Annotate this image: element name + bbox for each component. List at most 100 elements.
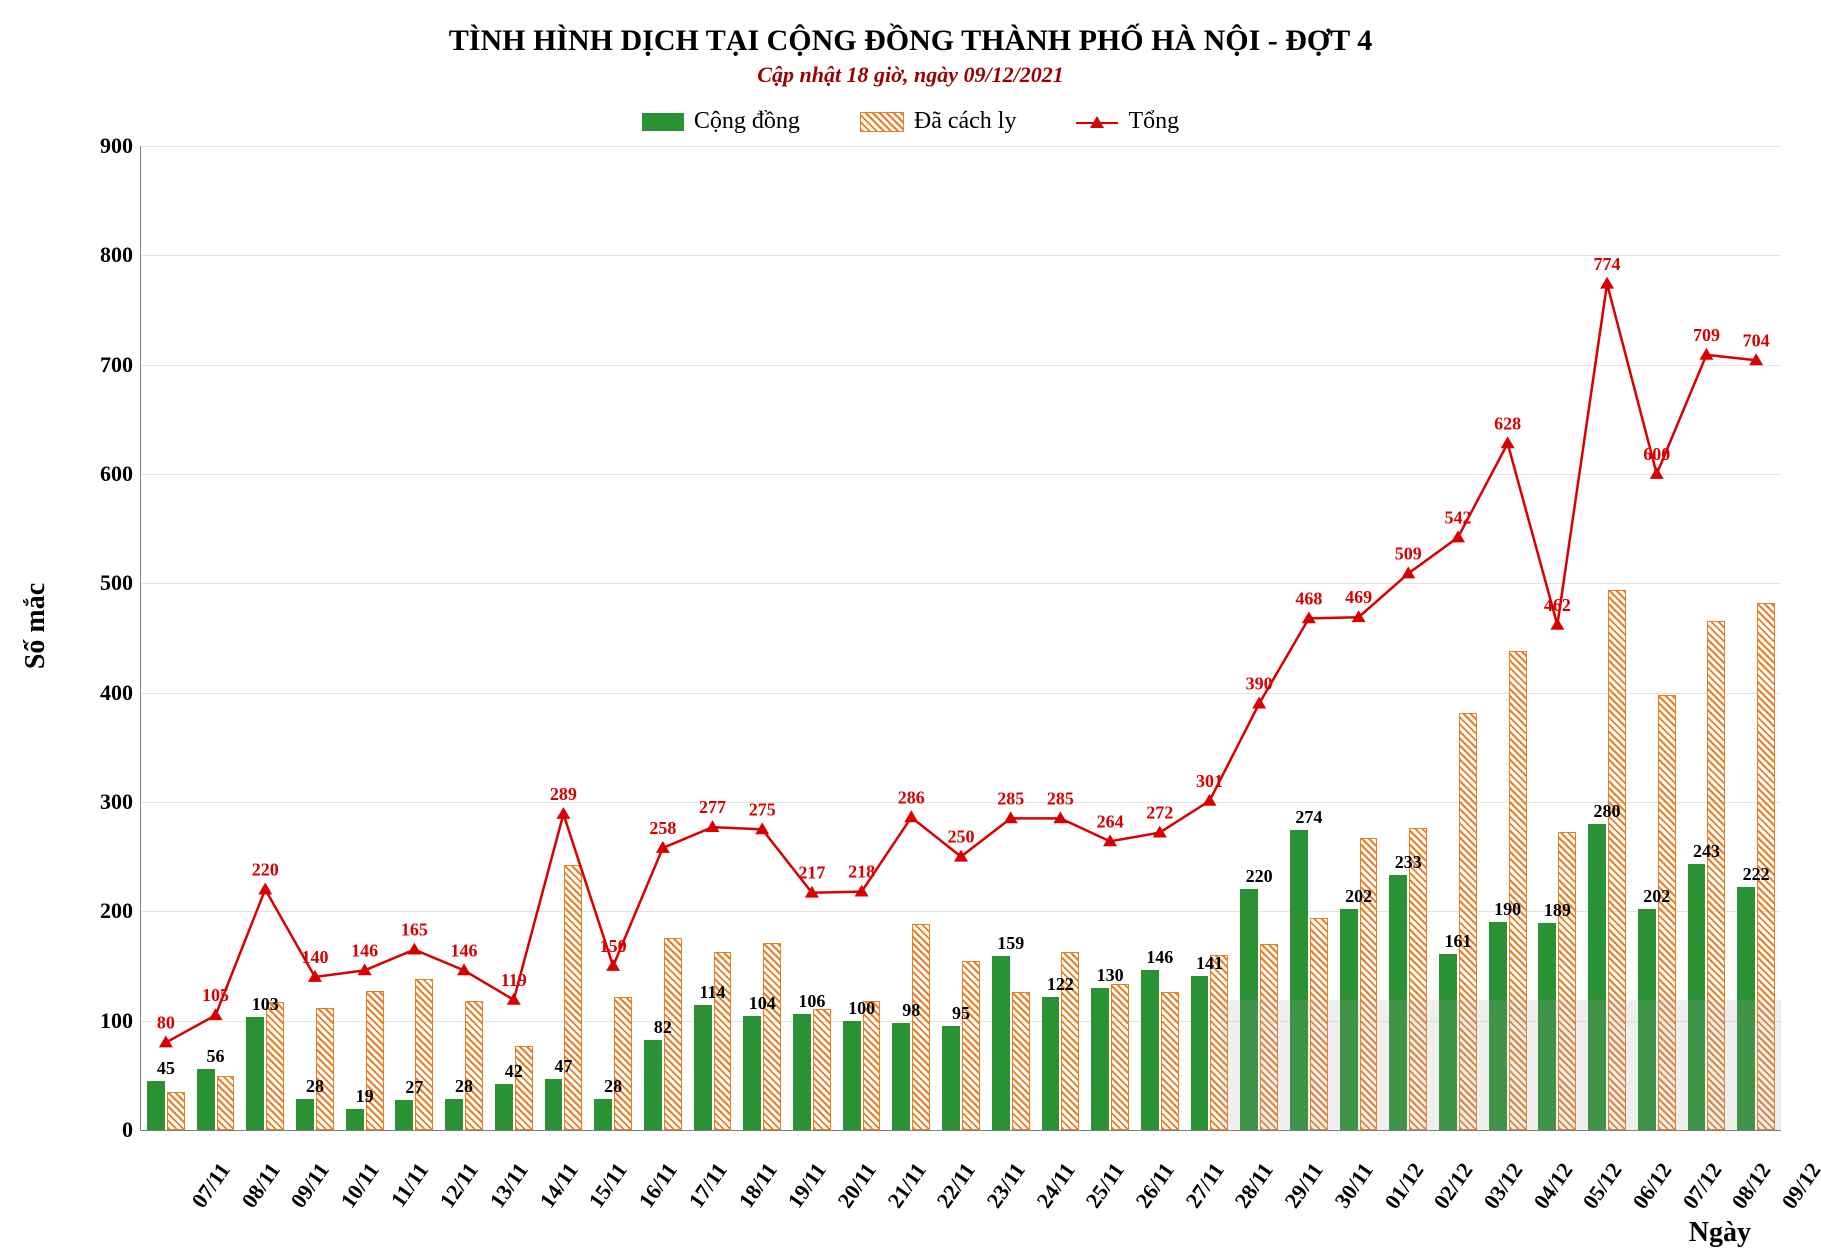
line-marker-icon — [407, 943, 421, 955]
line-value-label: 220 — [252, 859, 279, 879]
x-tick-label: 10/11 — [335, 1158, 384, 1213]
line-marker-icon — [1699, 348, 1713, 360]
y-tick-label: 700 — [85, 352, 133, 378]
line-value-label: 80 — [157, 1013, 175, 1033]
legend-item-quarantined: Đã cách ly — [860, 108, 1017, 135]
line-marker-icon — [1202, 794, 1216, 806]
x-tick-label: 07/12 — [1677, 1158, 1727, 1214]
y-tick-label: 200 — [85, 898, 133, 924]
x-tick-label: 26/11 — [1130, 1158, 1179, 1213]
x-tick-label: 11/11 — [385, 1158, 434, 1212]
x-tick-label: 02/12 — [1429, 1158, 1479, 1214]
x-tick-label: 29/11 — [1280, 1158, 1329, 1213]
x-tick-label: 22/11 — [932, 1158, 981, 1213]
x-tick-label: 30/11 — [1329, 1158, 1378, 1213]
line-value-label: 774 — [1594, 254, 1621, 274]
x-tick-label: 28/11 — [1230, 1158, 1279, 1213]
line-value-label: 542 — [1444, 507, 1471, 527]
legend-item-total: Tổng — [1076, 108, 1179, 135]
line-marker-icon — [1451, 530, 1465, 542]
x-tick-label: 17/11 — [683, 1158, 732, 1213]
x-tick-label: 19/11 — [783, 1158, 832, 1213]
line-value-label: 105 — [202, 985, 229, 1005]
line-value-label: 275 — [749, 799, 776, 819]
line-value-label: 628 — [1494, 413, 1521, 433]
legend-label-quarantined: Đã cách ly — [914, 108, 1017, 135]
x-tick-label: 16/11 — [634, 1158, 683, 1213]
line-marker-icon — [209, 1008, 223, 1020]
line-value-label: 509 — [1395, 543, 1422, 563]
x-tick-label: 09/11 — [286, 1158, 335, 1213]
x-tick-label: 09/12 — [1776, 1158, 1821, 1214]
x-tick-label: 21/11 — [882, 1158, 931, 1213]
x-tick-label: 05/12 — [1578, 1158, 1628, 1214]
y-tick-label: 0 — [85, 1117, 133, 1143]
line-value-label: 258 — [649, 818, 676, 838]
line-marker-icon — [556, 807, 570, 819]
line-value-label: 140 — [301, 947, 328, 967]
x-tick-label: 23/11 — [981, 1158, 1030, 1213]
y-tick-label: 300 — [85, 789, 133, 815]
chart-subtitle: Cập nhật 18 giờ, ngày 09/12/2021 — [0, 62, 1821, 88]
line-value-label: 301 — [1196, 771, 1223, 791]
line-value-label: 264 — [1097, 811, 1124, 831]
x-tick-label: 08/12 — [1727, 1158, 1777, 1214]
chart-container: TÌNH HÌNH DỊCH TẠI CỘNG ĐỒNG THÀNH PHỐ H… — [0, 0, 1821, 1251]
watermark — [1221, 1000, 1781, 1130]
line-value-label: 119 — [501, 970, 527, 990]
y-tick-label: 100 — [85, 1008, 133, 1034]
line-value-label: 286 — [898, 787, 925, 807]
x-tick-label: 15/11 — [584, 1158, 633, 1213]
line-value-label: 285 — [997, 788, 1024, 808]
x-tick-label: 18/11 — [733, 1158, 782, 1213]
x-tick-label: 07/11 — [186, 1158, 235, 1213]
line-value-label: 285 — [1047, 788, 1074, 808]
chart-title: TÌNH HÌNH DỊCH TẠI CỘNG ĐỒNG THÀNH PHỐ H… — [0, 24, 1821, 58]
y-tick-label: 900 — [85, 133, 133, 159]
line-marker-icon — [1600, 277, 1614, 289]
line-value-label: 165 — [401, 920, 428, 940]
line-marker-icon — [1153, 826, 1167, 838]
line-value-label: 146 — [351, 940, 378, 960]
line-value-label: 469 — [1345, 587, 1372, 607]
x-tick-label: 24/11 — [1031, 1158, 1080, 1213]
line-marker-icon — [159, 1036, 173, 1048]
legend-label-community: Cộng đồng — [694, 108, 800, 135]
line-value-label: 272 — [1146, 803, 1173, 823]
legend-label-total: Tổng — [1128, 108, 1179, 135]
line-marker-icon — [606, 959, 620, 971]
line-marker-icon — [904, 810, 918, 822]
x-tick-label: 20/11 — [832, 1158, 881, 1213]
legend-swatch-solid-icon — [642, 113, 684, 131]
line-value-label: 217 — [798, 863, 825, 883]
line-marker-icon — [1501, 436, 1515, 448]
x-tick-label: 12/11 — [435, 1158, 484, 1213]
line-value-label: 218 — [848, 862, 875, 882]
x-tick-label: 06/12 — [1627, 1158, 1677, 1214]
y-tick-label: 400 — [85, 680, 133, 706]
x-tick-label: 25/11 — [1081, 1158, 1130, 1213]
y-tick-label: 600 — [85, 461, 133, 487]
line-value-label: 468 — [1295, 588, 1322, 608]
x-tick-label: 04/12 — [1528, 1158, 1578, 1214]
x-tick-label: 13/11 — [484, 1158, 533, 1213]
x-tick-label: 27/11 — [1180, 1158, 1229, 1213]
line-value-label: 250 — [948, 827, 975, 847]
line-value-label: 277 — [699, 797, 726, 817]
line-value-label: 704 — [1743, 330, 1770, 350]
line-value-label: 462 — [1544, 595, 1571, 615]
line-marker-icon — [1252, 697, 1266, 709]
y-tick-label: 800 — [85, 242, 133, 268]
x-tick-label: 01/12 — [1379, 1158, 1429, 1214]
line-marker-icon — [1401, 566, 1415, 578]
line-layer: 8010522014014616514611928915025827727521… — [141, 146, 1781, 1130]
x-tick-label: 03/12 — [1478, 1158, 1528, 1214]
legend-swatch-hatch-icon — [860, 112, 904, 132]
line-value-label: 709 — [1693, 325, 1720, 345]
line-marker-icon — [507, 993, 521, 1005]
line-value-label: 390 — [1246, 674, 1273, 694]
y-axis-label: Số mắc — [20, 582, 52, 668]
legend-item-community: Cộng đồng — [642, 108, 800, 135]
line-marker-icon — [258, 882, 272, 894]
legend: Cộng đồng Đã cách ly Tổng — [0, 108, 1821, 135]
